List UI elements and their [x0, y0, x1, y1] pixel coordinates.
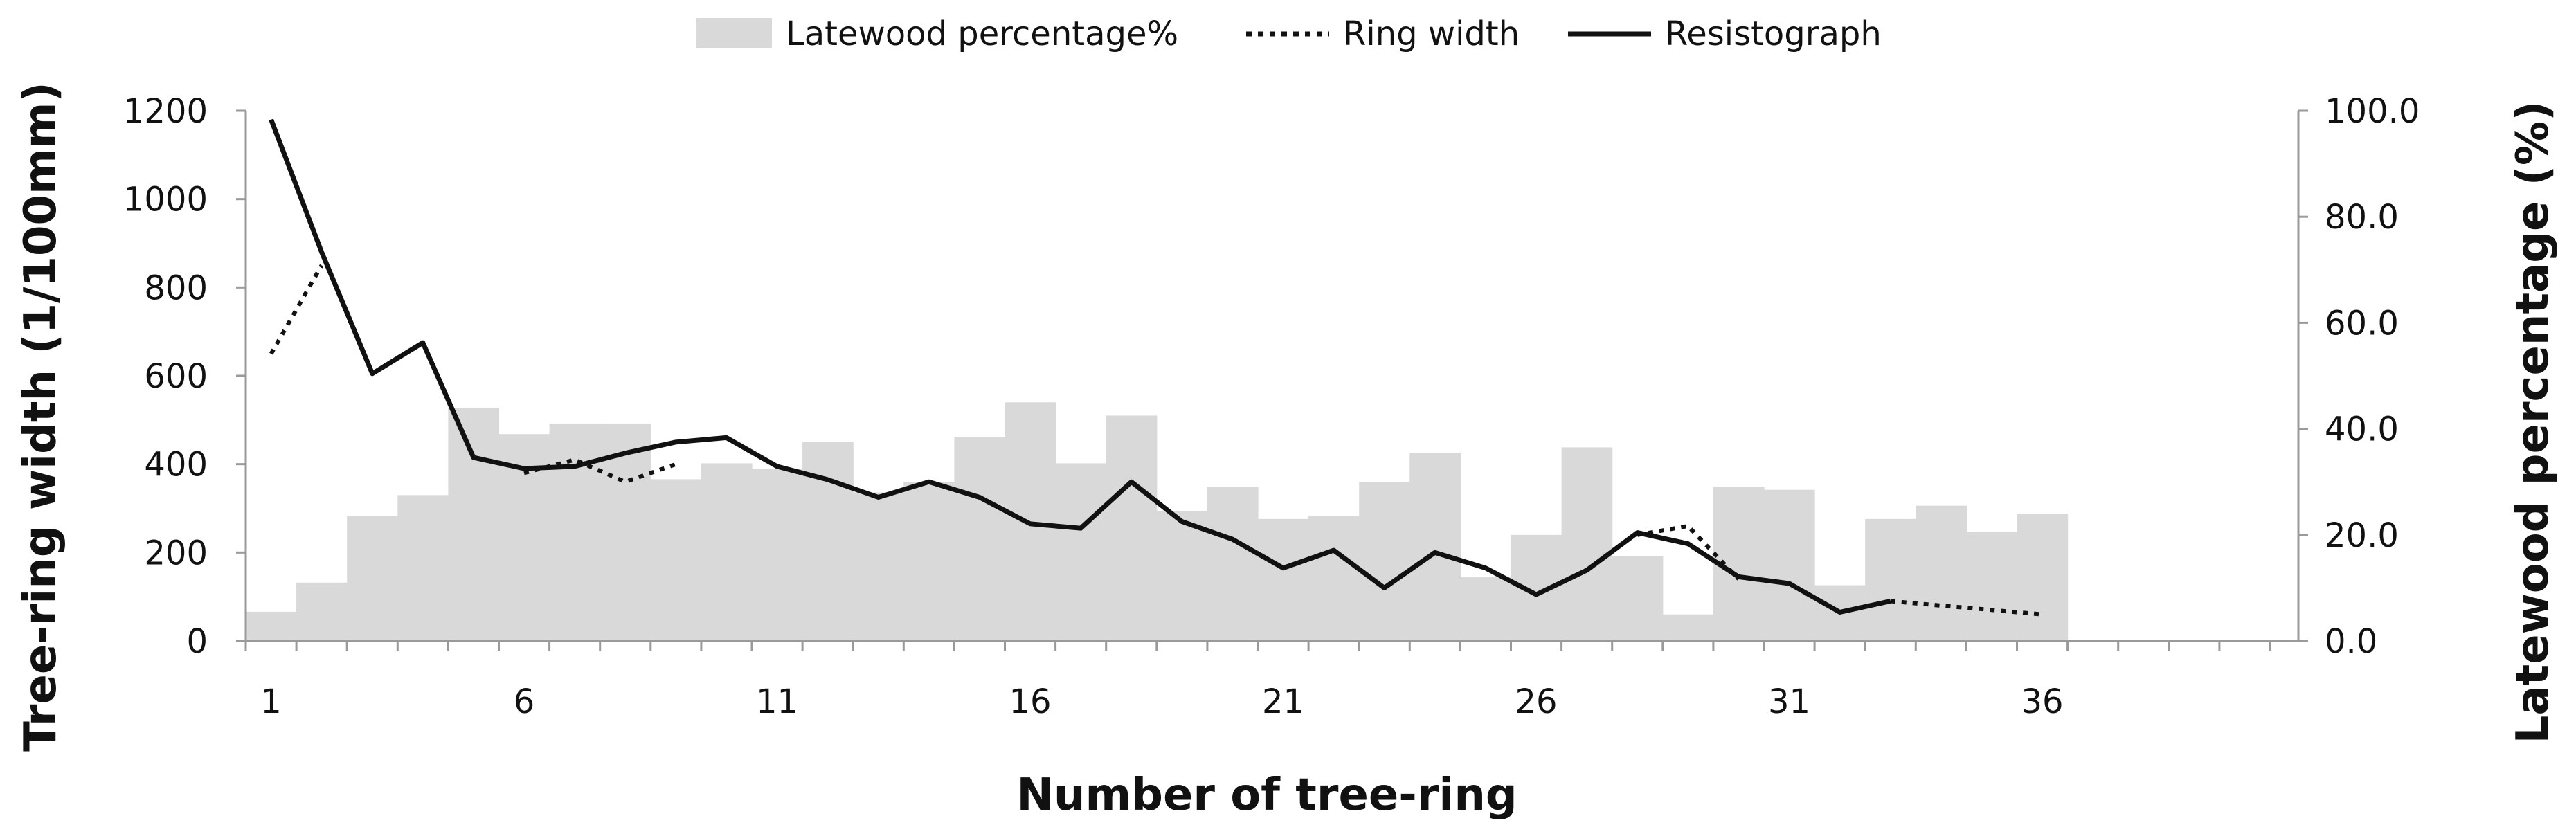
- x-tick-label: 21: [1262, 682, 1304, 721]
- latewood-bar-3: [347, 516, 398, 641]
- x-tick-label: 11: [756, 682, 798, 721]
- y-tick-label: 1200: [123, 92, 208, 131]
- y2-axis-title: Latewood percentage (%): [2507, 101, 2559, 744]
- latewood-bar-19: [1156, 511, 1208, 641]
- x-tick-label: 31: [1768, 682, 1810, 721]
- x-tick-label: 26: [1515, 682, 1558, 721]
- y-tick-label: 400: [144, 446, 208, 484]
- y2-tick-label: 0.0: [2325, 622, 2377, 661]
- latewood-bar-11: [752, 469, 803, 641]
- y2-tick-label: 60.0: [2325, 304, 2399, 343]
- legend: Latewood percentage% Ring width Resistog…: [696, 15, 1882, 53]
- latewood-bar-4: [397, 495, 449, 641]
- latewood-bar-31: [1764, 489, 1815, 641]
- latewood-bar-23: [1359, 482, 1410, 641]
- x-tick-label: 6: [514, 682, 535, 721]
- latewood-bar-14: [903, 482, 955, 641]
- latewood-bar-15: [954, 437, 1006, 641]
- line-series: [269, 118, 2043, 617]
- latewood-bar-10: [701, 463, 753, 641]
- latewood-bar-20: [1207, 487, 1259, 641]
- latewood-bar-7: [549, 423, 601, 641]
- y2-tick-label: 40.0: [2325, 410, 2399, 449]
- y-axis-title: Tree-ring width (1/100mm): [15, 82, 66, 751]
- y-tick-label: 1000: [123, 181, 208, 219]
- y-tick-label: 800: [144, 269, 208, 307]
- y2-tick-label: 20.0: [2325, 516, 2399, 555]
- latewood-bar-33: [1865, 518, 1916, 641]
- latewood-bar-21: [1258, 518, 1309, 641]
- latewood-bar-27: [1561, 447, 1613, 641]
- latewood-bar-34: [1916, 505, 1967, 641]
- legend-label-resistograph: Resistograph: [1665, 15, 1882, 53]
- latewood-bar-29: [1662, 614, 1714, 641]
- latewood-bar-12: [802, 442, 854, 641]
- legend-label-ring-width: Ring width: [1343, 15, 1520, 53]
- latewood-bar-35: [1966, 532, 2018, 641]
- x-axis-title: Number of tree-ring: [1016, 770, 1517, 821]
- line-resistograph: [269, 118, 1891, 615]
- bar-series-latewood-percentage: [246, 402, 2069, 641]
- latewood-bar-5: [448, 407, 500, 641]
- latewood-bar-1: [246, 611, 297, 641]
- x-tick-label: 16: [1009, 682, 1052, 721]
- latewood-bar-2: [296, 582, 348, 641]
- y-tick-label: 200: [144, 534, 208, 572]
- latewood-bar-25: [1460, 577, 1512, 641]
- line-ring-width: [1890, 599, 2043, 617]
- y2-tick-label: 100.0: [2325, 92, 2420, 131]
- latewood-bar-13: [853, 492, 904, 641]
- latewood-bar-22: [1308, 516, 1360, 641]
- x-tick-label: 36: [2021, 682, 2064, 721]
- line-ring-width: [1637, 524, 1740, 581]
- latewood-bar-9: [650, 479, 702, 641]
- latewood-bar-24: [1409, 453, 1461, 641]
- y2-tick-label: 80.0: [2325, 198, 2399, 237]
- axes: [236, 109, 2308, 651]
- y-tick-label: 0: [186, 622, 208, 661]
- latewood-bar-28: [1612, 556, 1664, 641]
- y-tick-label: 600: [144, 357, 208, 396]
- x-tick-label: 1: [260, 682, 282, 721]
- latewood-bar-18: [1106, 415, 1158, 641]
- line-ring-width: [269, 264, 324, 355]
- legend-swatch-latewood-percentage: [696, 18, 772, 48]
- legend-label-latewood-percentage: Latewood percentage%: [786, 15, 1178, 53]
- latewood-bar-36: [2017, 514, 2069, 641]
- tick-labels: 0 200 400 600 800 1000 1200 0.0 20.0 40.0 60.0 80.0…: [123, 92, 2420, 721]
- latewood-bar-17: [1055, 463, 1107, 641]
